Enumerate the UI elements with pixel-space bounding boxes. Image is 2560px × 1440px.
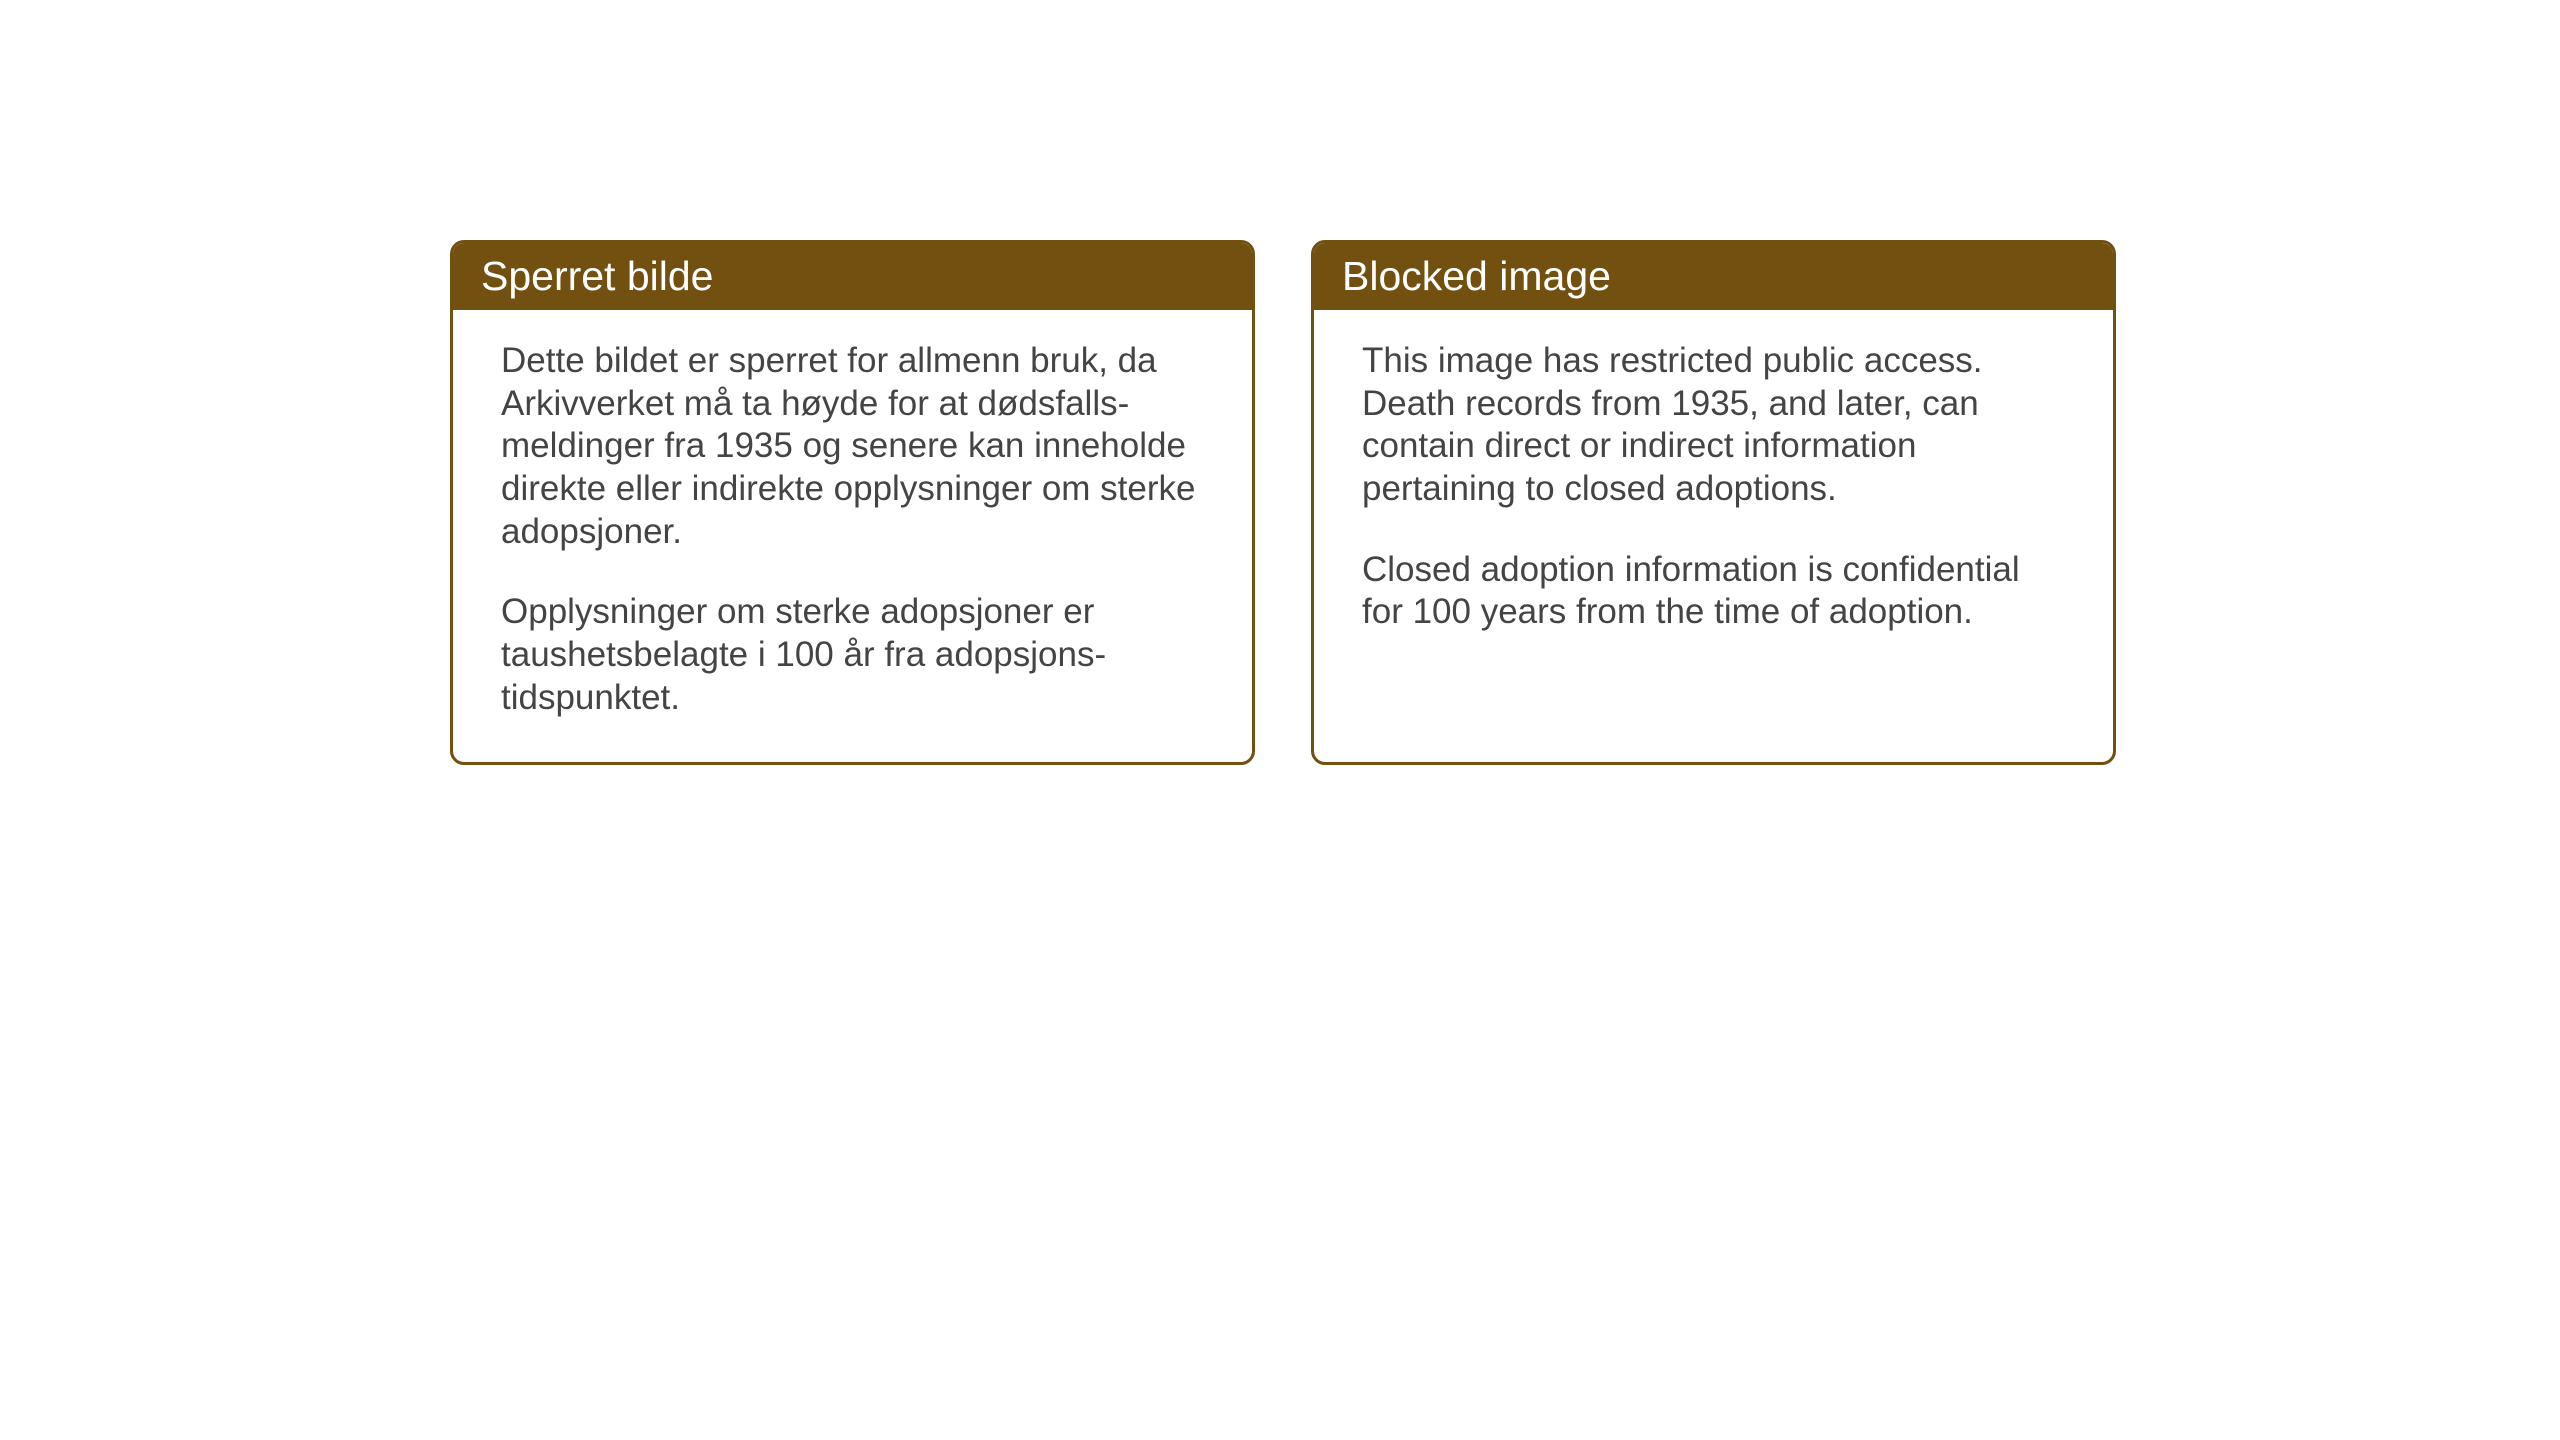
card-body-english: This image has restricted public access.… [1314,310,2113,676]
card-body-norwegian: Dette bildet er sperret for allmenn bruk… [453,310,1252,762]
card-title-norwegian: Sperret bilde [481,253,713,299]
notice-card-english: Blocked image This image has restricted … [1311,240,2116,765]
card-title-english: Blocked image [1342,253,1611,299]
card-header-english: Blocked image [1314,243,2113,310]
card-header-norwegian: Sperret bilde [453,243,1252,310]
card-paragraph-norwegian-1: Dette bildet er sperret for allmenn bruk… [501,340,1204,553]
notice-card-norwegian: Sperret bilde Dette bildet er sperret fo… [450,240,1255,765]
card-paragraph-english-1: This image has restricted public access.… [1362,340,2065,511]
notice-container: Sperret bilde Dette bildet er sperret fo… [450,240,2116,765]
card-paragraph-english-2: Closed adoption information is confident… [1362,549,2065,634]
card-paragraph-norwegian-2: Opplysninger om sterke adopsjoner er tau… [501,591,1204,719]
